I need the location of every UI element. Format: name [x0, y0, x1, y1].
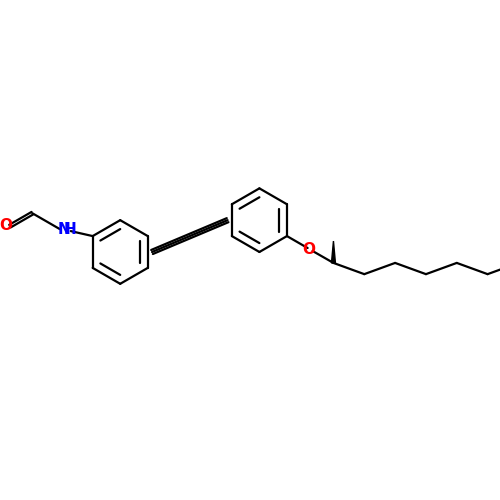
Polygon shape	[332, 241, 336, 263]
Text: O: O	[0, 218, 12, 232]
Text: O: O	[302, 242, 315, 258]
Text: N: N	[58, 222, 70, 236]
Text: H: H	[64, 222, 76, 236]
